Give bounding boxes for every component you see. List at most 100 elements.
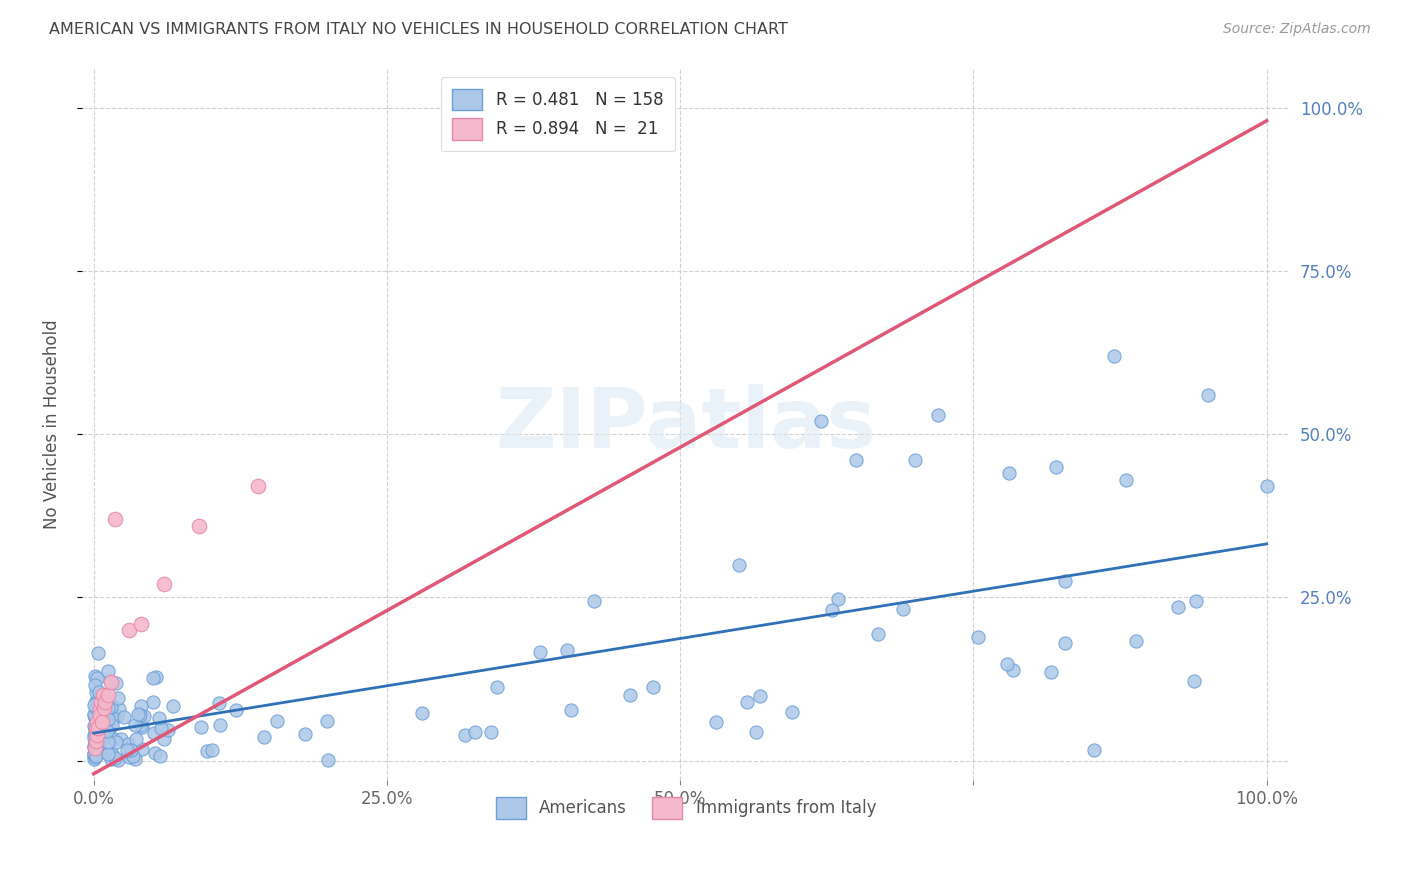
Point — [583, 594, 606, 608]
Point — [208, 697, 231, 711]
Point — [188, 518, 211, 533]
Point — [91, 696, 114, 710]
Point — [821, 603, 844, 617]
Point — [83, 751, 105, 765]
Point — [104, 735, 127, 749]
Point — [127, 707, 149, 722]
Point — [83, 698, 105, 713]
Point — [84, 749, 107, 764]
Point — [86, 728, 108, 742]
Text: AMERICAN VS IMMIGRANTS FROM ITALY NO VEHICLES IN HOUSEHOLD CORRELATION CHART: AMERICAN VS IMMIGRANTS FROM ITALY NO VEH… — [49, 22, 789, 37]
Point — [100, 675, 122, 690]
Point — [100, 673, 122, 688]
Point — [83, 728, 105, 742]
Point — [83, 731, 105, 746]
Point — [84, 750, 107, 764]
Point — [124, 752, 146, 766]
Point — [87, 714, 110, 728]
Point — [868, 627, 890, 641]
Point — [83, 708, 105, 723]
Point — [86, 671, 108, 685]
Point — [316, 714, 339, 728]
Point — [129, 708, 152, 723]
Point — [145, 670, 167, 684]
Point — [748, 689, 770, 703]
Point — [97, 735, 120, 749]
Point — [104, 751, 127, 765]
Point — [98, 745, 121, 759]
Point — [87, 737, 110, 751]
Point — [86, 742, 108, 756]
Point — [142, 695, 165, 709]
Point — [1045, 459, 1067, 474]
Point — [87, 710, 110, 724]
Point — [153, 577, 176, 591]
Point — [997, 467, 1019, 481]
Point — [134, 708, 156, 723]
Point — [101, 718, 124, 732]
Point — [124, 718, 146, 732]
Point — [103, 731, 125, 746]
Point — [97, 701, 120, 715]
Point — [129, 699, 152, 714]
Point — [93, 725, 115, 739]
Point — [84, 678, 107, 692]
Point — [100, 700, 122, 714]
Point — [149, 721, 172, 735]
Point — [84, 736, 107, 750]
Point — [86, 714, 108, 729]
Point — [560, 702, 582, 716]
Point — [190, 720, 212, 734]
Point — [124, 731, 146, 746]
Point — [464, 724, 486, 739]
Point — [143, 726, 166, 740]
Point — [118, 623, 141, 637]
Point — [83, 721, 105, 735]
Point — [107, 691, 129, 706]
Y-axis label: No Vehicles in Household: No Vehicles in Household — [44, 319, 60, 529]
Point — [105, 675, 128, 690]
Point — [122, 748, 145, 763]
Point — [105, 709, 128, 723]
Point — [118, 747, 141, 761]
Point — [90, 695, 112, 709]
Point — [893, 602, 915, 616]
Point — [84, 734, 107, 748]
Point — [735, 695, 758, 709]
Text: ZIPatlas: ZIPatlas — [495, 384, 876, 465]
Point — [118, 750, 141, 764]
Point — [1039, 665, 1062, 679]
Point — [485, 680, 508, 694]
Point — [149, 748, 172, 763]
Text: Source: ZipAtlas.com: Source: ZipAtlas.com — [1223, 22, 1371, 37]
Point — [83, 708, 105, 723]
Point — [86, 701, 108, 715]
Point — [129, 718, 152, 732]
Point — [827, 591, 849, 606]
Point — [83, 719, 105, 733]
Point — [94, 721, 117, 735]
Point — [97, 664, 120, 678]
Point — [86, 695, 108, 709]
Point — [91, 709, 114, 723]
Point — [84, 693, 107, 707]
Point — [101, 711, 124, 725]
Point — [91, 719, 114, 733]
Point — [96, 723, 118, 738]
Point — [706, 715, 728, 730]
Point — [83, 747, 105, 761]
Point — [619, 688, 641, 702]
Point — [1054, 574, 1077, 588]
Point — [86, 737, 108, 751]
Point — [84, 746, 107, 760]
Point — [131, 720, 153, 734]
Point — [91, 689, 114, 703]
Point — [225, 703, 247, 717]
Point — [89, 701, 111, 715]
Point — [96, 747, 118, 761]
Point — [90, 745, 112, 759]
Point — [253, 731, 276, 745]
Point — [131, 741, 153, 756]
Point — [90, 703, 112, 717]
Point — [97, 689, 120, 703]
